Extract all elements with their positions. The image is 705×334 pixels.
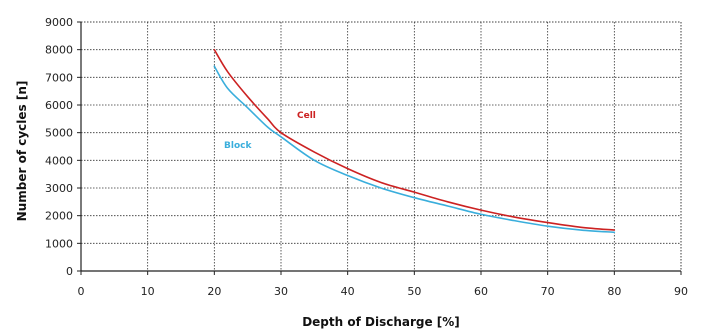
y-tick-label: 6000 bbox=[45, 99, 73, 112]
y-tick-label: 2000 bbox=[45, 210, 73, 223]
x-tick-label: 20 bbox=[207, 285, 221, 298]
y-tick-label: 7000 bbox=[45, 71, 73, 84]
series-lines bbox=[213, 48, 616, 234]
plot-area bbox=[81, 22, 681, 271]
tick-labels: 0 1000 2000 3000 4000 5000 6000 7000 8000 9000 0 10… bbox=[45, 16, 688, 298]
x-tick-label: 40 bbox=[341, 285, 355, 298]
cell-series-line bbox=[213, 48, 616, 231]
x-tick-label: 60 bbox=[474, 285, 488, 298]
y-tick-label: 3000 bbox=[45, 182, 73, 195]
series-labels: Block Cell bbox=[224, 111, 316, 151]
x-axis-title: Depth of Discharge [%] bbox=[302, 315, 460, 329]
y-tick-label: 5000 bbox=[45, 127, 73, 140]
x-tick-label: 30 bbox=[274, 285, 288, 298]
y-tick-label: 8000 bbox=[45, 44, 73, 57]
x-tick-label: 0 bbox=[78, 285, 85, 298]
x-tick-label: 10 bbox=[141, 285, 155, 298]
x-tick-label: 90 bbox=[674, 285, 688, 298]
x-tick-label: 50 bbox=[407, 285, 421, 298]
x-tick-label: 70 bbox=[541, 285, 555, 298]
y-tick-label: 4000 bbox=[45, 154, 73, 167]
y-axis-title: Number of cycles [n] bbox=[15, 81, 29, 222]
cell-series-label: Cell bbox=[297, 111, 316, 121]
y-tick-label: 0 bbox=[66, 265, 73, 278]
x-tick-label: 80 bbox=[607, 285, 621, 298]
axes bbox=[77, 21, 682, 275]
y-tick-label: 1000 bbox=[45, 237, 73, 250]
plot-background bbox=[81, 22, 681, 271]
y-tick-label: 9000 bbox=[45, 16, 73, 29]
block-series-label: Block bbox=[224, 141, 252, 151]
block-series-line bbox=[213, 65, 616, 234]
